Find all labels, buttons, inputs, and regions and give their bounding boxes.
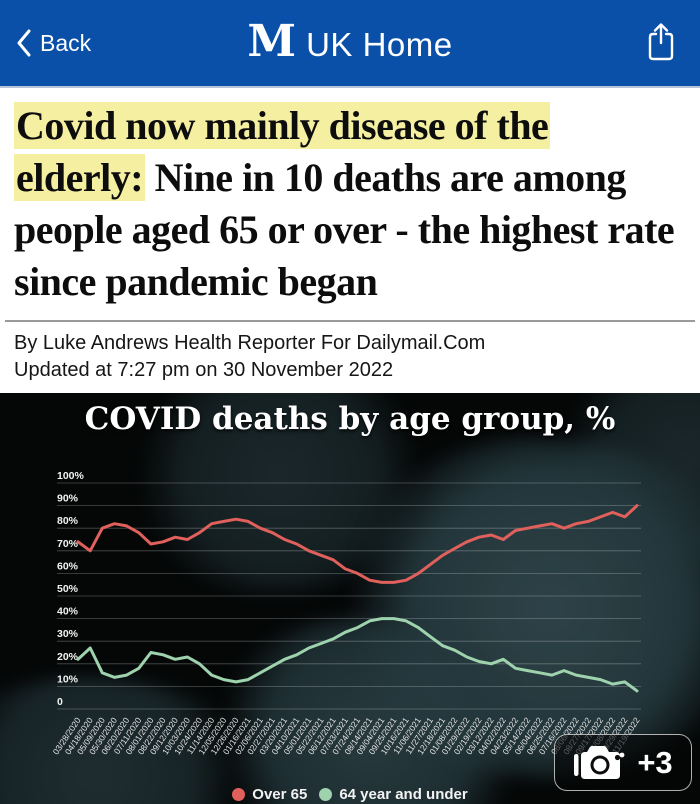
legend-dot	[232, 788, 246, 801]
headline-highlight-1: Covid now mainly disease of the	[14, 102, 551, 149]
svg-text:50%: 50%	[57, 583, 79, 595]
svg-text:10%: 10%	[57, 673, 79, 685]
camera-icon	[574, 745, 625, 779]
svg-text:20%: 20%	[57, 651, 79, 663]
updated-timestamp: Updated at 7:27 pm on 30 November 2022	[14, 359, 394, 381]
back-label: Back	[40, 29, 92, 56]
share-icon	[648, 23, 674, 61]
svg-text:30%: 30%	[57, 628, 79, 640]
svg-text:60%: 60%	[57, 560, 79, 572]
photo-gallery-badge[interactable]: +3	[554, 734, 692, 791]
legend-label: Over 65	[252, 786, 308, 803]
svg-text:90%: 90%	[57, 493, 79, 505]
article-header-block: Covid now mainly disease of the elderly:…	[0, 88, 700, 393]
share-button[interactable]	[644, 0, 678, 86]
article-lead-image[interactable]: COVID deaths by age group, % 100% 90% 80% 7…	[0, 393, 700, 804]
article-headline: Covid now mainly disease of the elderly:…	[14, 100, 686, 308]
legend-item-64-and-under: 64 year and under	[319, 786, 468, 803]
svg-text:70%: 70%	[57, 538, 79, 550]
svg-text:100%: 100%	[57, 470, 85, 482]
app-header: Back M UK Home	[0, 0, 700, 88]
headline-highlight-2: elderly:	[14, 154, 146, 201]
page-title: M UK Home	[247, 16, 453, 67]
chevron-left-icon	[17, 29, 31, 57]
section-title: UK Home	[306, 26, 453, 63]
back-button[interactable]: Back	[16, 0, 91, 86]
author-byline: By Luke Andrews Health Reporter For Dail…	[14, 332, 486, 354]
headline-rest: Nine in 10 deaths are among people aged …	[14, 155, 675, 304]
divider-line	[5, 320, 695, 322]
svg-text:80%: 80%	[57, 515, 79, 527]
daily-mail-logo: M	[247, 16, 297, 67]
svg-text:40%: 40%	[57, 606, 79, 618]
legend-item-over-65: Over 65	[232, 786, 307, 803]
chart-legend: Over 65 64 year and under	[0, 786, 700, 803]
legend-dot	[319, 788, 333, 801]
svg-text:0: 0	[57, 696, 63, 708]
legend-label: 64 year and under	[339, 786, 468, 803]
chart-title: COVID deaths by age group, %	[84, 401, 616, 437]
photo-count-label: +3	[637, 744, 673, 780]
